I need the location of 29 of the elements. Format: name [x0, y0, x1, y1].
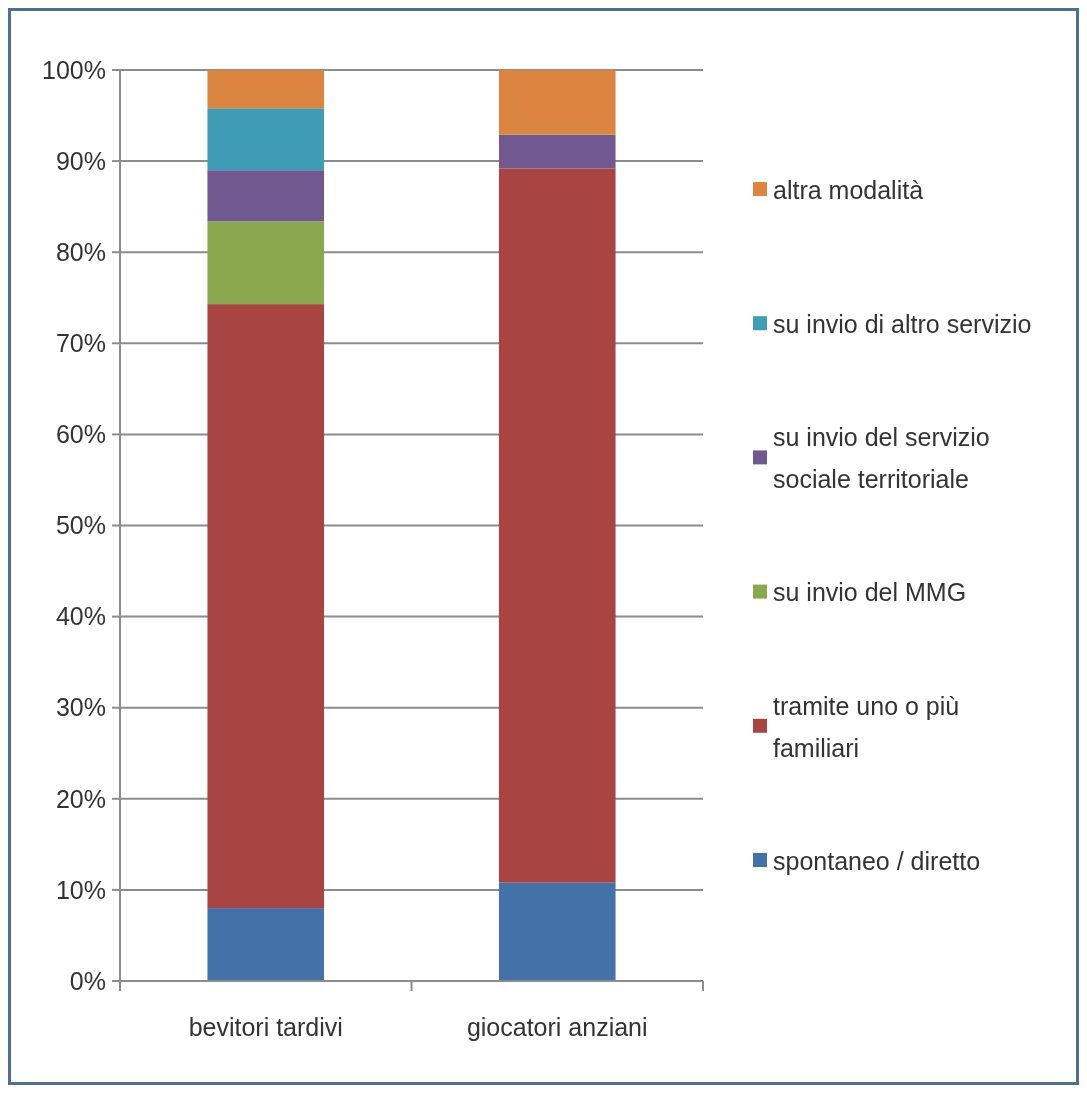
bar: [207, 221, 325, 305]
y-tick-label: 50%: [55, 511, 106, 540]
y-tick-label: 100%: [42, 55, 106, 84]
bar: [207, 304, 325, 909]
bar: [498, 70, 616, 135]
x-tick-label: bevitori tardivi: [188, 1013, 343, 1041]
legend-label: su invio del MMG: [773, 578, 967, 607]
y-tick-label: 80%: [55, 237, 106, 266]
legend-label: su invio di altro servizio: [773, 309, 1032, 338]
bar: [207, 70, 325, 109]
y-tick-label: 90%: [55, 146, 106, 175]
x-tick-label: giocatori anziani: [466, 1013, 648, 1041]
legend-label: altra modalità: [773, 175, 924, 204]
bar: [207, 108, 325, 171]
legend-label: spontaneo / diretto: [773, 846, 981, 875]
bar: [207, 170, 325, 222]
legend-label: tramite uno o più familiari: [773, 691, 960, 762]
y-tick-label: 10%: [55, 875, 106, 904]
y-tick-label: 20%: [55, 784, 106, 813]
bar: [498, 882, 616, 981]
legend-label: su invio del servizio sociale territoriale: [773, 423, 990, 494]
bar: [498, 134, 616, 169]
y-tick-label: 40%: [55, 602, 106, 631]
y-tick-label: 30%: [55, 693, 106, 722]
y-tick-label: 0%: [69, 966, 106, 995]
bar: [498, 168, 616, 883]
bar: [207, 908, 325, 981]
y-tick-label: 70%: [55, 329, 106, 358]
y-tick-label: 60%: [55, 420, 106, 449]
